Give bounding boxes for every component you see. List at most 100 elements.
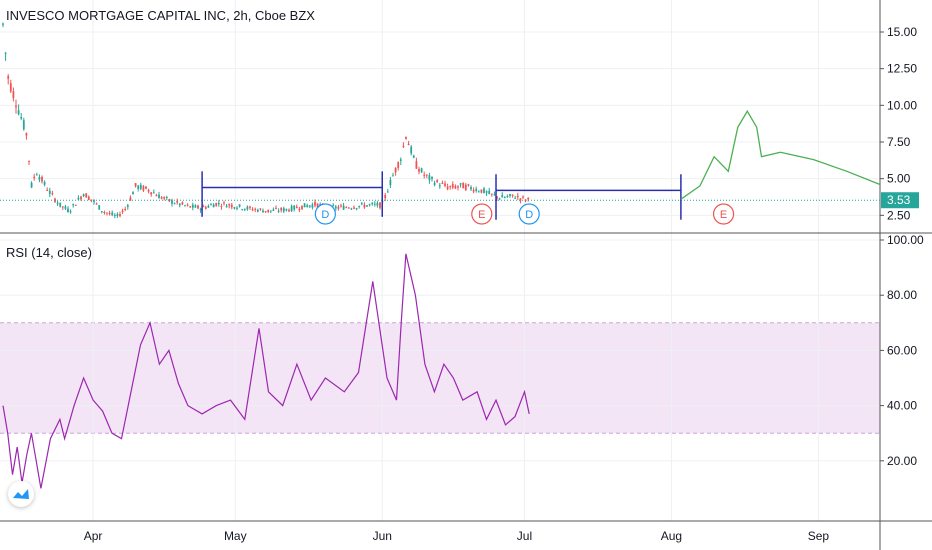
rsi-tick-label: 60.00 <box>887 343 917 357</box>
candle-body <box>147 190 150 192</box>
candle-body <box>337 207 340 209</box>
candle-body <box>522 196 524 198</box>
candle-body <box>186 204 189 206</box>
candle-body <box>15 105 17 108</box>
candle-body <box>56 202 59 204</box>
candle-body <box>405 137 407 139</box>
candle-body <box>98 205 101 210</box>
candle-body <box>82 194 85 197</box>
candle-body <box>347 207 350 209</box>
candle-body <box>441 182 444 184</box>
candle-body <box>202 205 205 208</box>
event-marker-label: E <box>720 209 727 221</box>
candle-body <box>87 196 90 200</box>
candle-body <box>394 167 397 173</box>
candle-body <box>308 205 311 207</box>
event-marker-label: D <box>321 209 329 221</box>
candle-body <box>80 196 82 200</box>
candle-body <box>498 198 501 200</box>
x-tick-label: May <box>224 529 247 543</box>
candle-body <box>199 208 202 211</box>
candle-body <box>267 209 270 212</box>
candle-body <box>262 210 264 213</box>
candle-body <box>176 200 179 203</box>
candle-body <box>280 208 283 211</box>
candle-body <box>38 176 41 180</box>
candle-body <box>464 184 467 190</box>
candle-body <box>277 210 280 212</box>
chart-title: INVESCO MORTGAGE CAPITAL INC, 2h, Cboe B… <box>6 8 315 23</box>
candle-body <box>90 199 93 201</box>
projection-curve-tail <box>780 151 881 186</box>
candle-body <box>129 197 132 201</box>
candle-body <box>446 186 449 190</box>
earnings-marker <box>471 203 493 225</box>
candle-body <box>134 183 137 187</box>
candle-body <box>272 209 275 211</box>
candle-body <box>501 195 504 198</box>
candle-body <box>366 205 368 207</box>
logo-icon <box>13 489 29 499</box>
candle-body <box>264 211 267 213</box>
candle-body <box>181 202 184 205</box>
candle-body <box>178 203 181 206</box>
candle-body <box>490 193 493 195</box>
candle-body <box>516 195 519 198</box>
candle-body <box>376 202 379 206</box>
candle-body <box>51 193 54 195</box>
candle-body <box>25 133 28 136</box>
candle-body <box>399 159 402 162</box>
candle-body <box>4 52 7 54</box>
candle-body <box>249 206 251 208</box>
candle-body <box>189 206 192 208</box>
candle-body <box>462 182 465 189</box>
candle-body <box>77 197 80 200</box>
candle-body <box>17 110 20 115</box>
dividend-marker <box>314 203 336 225</box>
candle-body <box>2 23 4 25</box>
candle-body <box>316 203 319 208</box>
candle-body <box>415 161 418 169</box>
candle-body <box>353 207 355 209</box>
candle-body <box>428 175 431 181</box>
x-tick-label: Aug <box>661 529 682 543</box>
candle-body <box>121 210 124 212</box>
candle-body <box>28 160 30 162</box>
rsi-tick-label: 40.00 <box>887 399 917 413</box>
candle-body <box>509 194 511 196</box>
candle-body <box>350 208 353 210</box>
candle-body <box>467 184 470 186</box>
earnings-marker <box>712 203 735 225</box>
rsi-band <box>0 322 880 434</box>
candle-body <box>173 203 176 205</box>
candle-body <box>191 204 194 208</box>
candle-body <box>30 182 33 188</box>
x-tick-label: Jun <box>373 529 392 543</box>
rsi-line <box>2 253 530 489</box>
candle-body <box>373 203 376 205</box>
candle-body <box>477 191 480 193</box>
last-price-label: 3.53 <box>887 193 911 207</box>
candle-body <box>215 202 218 206</box>
candle-body <box>425 174 428 176</box>
candle-body <box>470 187 472 190</box>
candle-body <box>358 205 361 207</box>
tradingview-logo[interactable] <box>8 481 34 507</box>
candle-body <box>220 206 223 208</box>
candle-body <box>108 213 111 215</box>
candle-body <box>475 188 478 191</box>
candle-body <box>145 186 147 189</box>
candle-body <box>207 205 210 208</box>
candle-body <box>103 212 106 214</box>
candle-body <box>41 176 43 182</box>
candle-body <box>155 194 158 197</box>
candle-body <box>345 207 348 209</box>
price-tick-label: 15.00 <box>887 25 917 39</box>
candle-body <box>488 190 491 194</box>
candle-body <box>230 204 233 208</box>
candle-body <box>194 205 197 208</box>
event-marker-label: E <box>478 209 485 221</box>
candle-body <box>64 206 67 209</box>
candle-body <box>9 83 12 92</box>
